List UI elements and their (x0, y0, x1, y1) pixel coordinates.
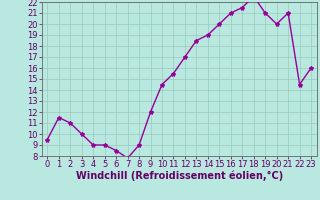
X-axis label: Windchill (Refroidissement éolien,°C): Windchill (Refroidissement éolien,°C) (76, 171, 283, 181)
